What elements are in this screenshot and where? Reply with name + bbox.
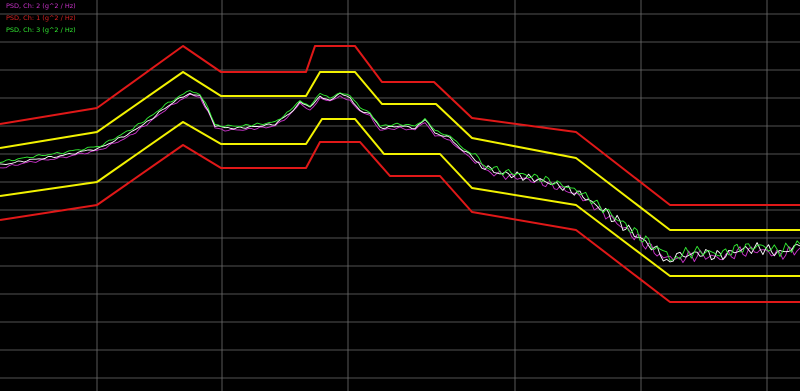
legend-entry-ch3: PSD, Ch: 3 (g^2 / Hz) bbox=[6, 26, 76, 34]
psd-trace-4-line bbox=[0, 93, 800, 264]
lower-alarm-line bbox=[0, 118, 800, 277]
legend-entry-ch2: PSD, Ch: 2 (g^2 / Hz) bbox=[6, 2, 76, 10]
lower-abort-line bbox=[0, 141, 800, 303]
series-lines bbox=[0, 45, 800, 303]
upper-alarm-line bbox=[0, 71, 800, 231]
psd-trace-5-line bbox=[0, 92, 800, 263]
legend: PSD, Ch: 2 (g^2 / Hz) PSD, Ch: 1 (g^2 / … bbox=[6, 0, 76, 36]
legend-entry-ch1: PSD, Ch: 1 (g^2 / Hz) bbox=[6, 14, 76, 22]
upper-abort-line bbox=[0, 45, 800, 206]
psd-trace-6-line bbox=[0, 90, 800, 261]
